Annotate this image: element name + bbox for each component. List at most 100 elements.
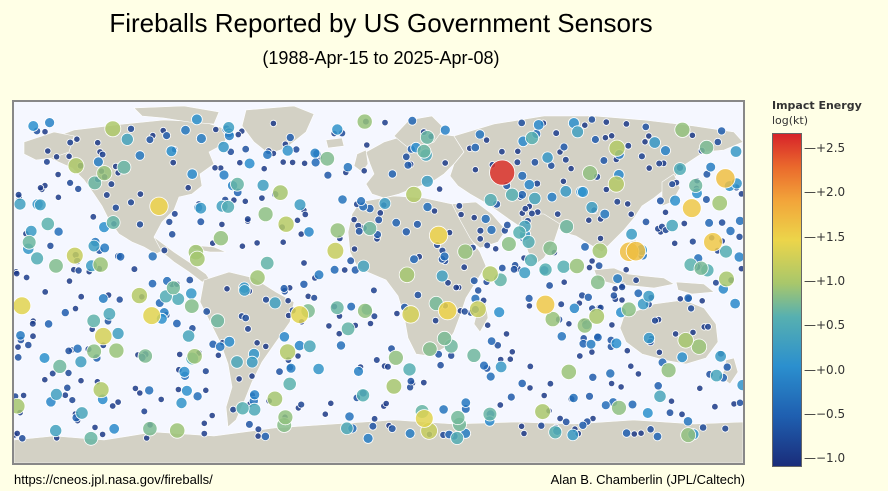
fireball-marker[interactable] bbox=[605, 368, 616, 379]
fireball-marker[interactable] bbox=[627, 399, 638, 410]
fireball-marker[interactable] bbox=[717, 218, 727, 227]
fireball-marker[interactable] bbox=[554, 210, 562, 218]
fireball-marker[interactable] bbox=[360, 167, 368, 175]
fireball-marker[interactable] bbox=[676, 295, 684, 303]
fireball-marker[interactable] bbox=[105, 215, 121, 230]
fireball-marker[interactable] bbox=[580, 242, 590, 252]
fireball-marker[interactable] bbox=[40, 216, 55, 232]
fireball-marker[interactable] bbox=[479, 360, 489, 371]
fireball-marker[interactable] bbox=[431, 316, 440, 325]
fireball-marker[interactable] bbox=[638, 152, 646, 161]
fireball-marker[interactable] bbox=[460, 307, 469, 316]
fireball-marker[interactable] bbox=[73, 135, 81, 143]
fireball-marker[interactable] bbox=[238, 242, 246, 250]
fireball-marker[interactable] bbox=[89, 213, 97, 221]
fireball-marker[interactable] bbox=[92, 381, 110, 399]
fireball-marker[interactable] bbox=[290, 305, 310, 324]
fireball-marker[interactable] bbox=[212, 125, 220, 134]
fireball-marker[interactable] bbox=[518, 266, 532, 280]
fireball-marker[interactable] bbox=[83, 431, 99, 446]
fireball-marker[interactable] bbox=[688, 178, 704, 193]
fireball-marker[interactable] bbox=[466, 347, 482, 363]
fireball-marker[interactable] bbox=[300, 259, 308, 267]
fireball-marker[interactable] bbox=[254, 432, 262, 440]
fireball-marker[interactable] bbox=[130, 287, 148, 305]
fireball-marker[interactable] bbox=[245, 355, 259, 369]
fireball-marker[interactable] bbox=[729, 297, 741, 310]
fireball-marker[interactable] bbox=[191, 113, 203, 126]
fireball-marker[interactable] bbox=[627, 362, 635, 370]
fireball-marker[interactable] bbox=[494, 360, 508, 374]
fireball-marker[interactable] bbox=[608, 321, 616, 329]
fireball-marker[interactable] bbox=[54, 193, 63, 201]
fireball-marker[interactable] bbox=[277, 409, 294, 426]
fireball-marker[interactable] bbox=[196, 217, 206, 227]
fireball-marker[interactable] bbox=[272, 184, 289, 201]
fireball-marker[interactable] bbox=[501, 236, 517, 252]
fireball-marker[interactable] bbox=[559, 142, 569, 152]
fireball-marker[interactable] bbox=[180, 384, 193, 397]
fireball-marker[interactable] bbox=[323, 170, 333, 180]
fireball-marker[interactable] bbox=[175, 396, 188, 409]
fireball-marker[interactable] bbox=[493, 306, 506, 319]
fireball-marker[interactable] bbox=[502, 330, 511, 338]
fireball-marker[interactable] bbox=[235, 375, 243, 383]
fireball-marker[interactable] bbox=[325, 322, 333, 330]
fireball-marker[interactable] bbox=[646, 425, 655, 434]
fireball-marker[interactable] bbox=[391, 217, 401, 228]
fireball-marker[interactable] bbox=[278, 331, 290, 343]
fireball-marker[interactable] bbox=[186, 168, 198, 180]
fireball-marker[interactable] bbox=[127, 124, 136, 133]
fireball-marker[interactable] bbox=[292, 145, 301, 154]
fireball-marker[interactable] bbox=[401, 227, 411, 237]
fireball-marker[interactable] bbox=[535, 294, 556, 315]
fireball-marker[interactable] bbox=[185, 287, 198, 300]
fireball-marker[interactable] bbox=[393, 309, 401, 318]
fireball-marker[interactable] bbox=[698, 297, 706, 305]
fireball-marker[interactable] bbox=[337, 194, 348, 205]
fireball-marker[interactable] bbox=[230, 355, 244, 369]
fireball-marker[interactable] bbox=[279, 238, 287, 246]
fireball-marker[interactable] bbox=[210, 313, 226, 329]
fireball-marker[interactable] bbox=[94, 139, 102, 147]
fireball-marker[interactable] bbox=[482, 136, 491, 144]
fireball-marker[interactable] bbox=[401, 305, 420, 324]
fireball-marker[interactable] bbox=[583, 292, 593, 302]
fireball-marker[interactable] bbox=[599, 156, 609, 165]
fireball-marker[interactable] bbox=[585, 391, 594, 401]
fireball-marker[interactable] bbox=[722, 362, 732, 372]
fireball-marker[interactable] bbox=[214, 341, 226, 352]
fireball-marker[interactable] bbox=[414, 409, 434, 428]
fireball-marker[interactable] bbox=[340, 421, 354, 436]
fireball-marker[interactable] bbox=[238, 284, 251, 297]
fireball-marker[interactable] bbox=[541, 151, 554, 164]
fireball-marker[interactable] bbox=[660, 362, 677, 379]
fireball-marker[interactable] bbox=[585, 264, 594, 272]
fireball-marker[interactable] bbox=[99, 430, 107, 438]
fireball-marker[interactable] bbox=[14, 398, 26, 415]
fireball-marker[interactable] bbox=[677, 332, 694, 349]
fireball-marker[interactable] bbox=[15, 330, 26, 341]
fireball-marker[interactable] bbox=[422, 341, 438, 357]
fireball-marker[interactable] bbox=[435, 185, 444, 193]
fireball-marker[interactable] bbox=[363, 141, 371, 149]
fireball-marker[interactable] bbox=[609, 291, 619, 300]
fireball-marker[interactable] bbox=[66, 138, 74, 147]
fireball-marker[interactable] bbox=[200, 419, 208, 427]
fireball-marker[interactable] bbox=[698, 423, 708, 432]
fireball-marker[interactable] bbox=[585, 338, 597, 350]
fireball-marker[interactable] bbox=[49, 424, 63, 438]
fireball-marker[interactable] bbox=[71, 305, 80, 313]
fireball-marker[interactable] bbox=[268, 296, 282, 310]
fireball-marker[interactable] bbox=[98, 293, 109, 304]
fireball-marker[interactable] bbox=[355, 388, 370, 403]
fireball-marker[interactable] bbox=[406, 377, 416, 386]
fireball-marker[interactable] bbox=[588, 257, 596, 265]
fireball-marker[interactable] bbox=[387, 424, 397, 433]
fireball-marker[interactable] bbox=[372, 356, 381, 364]
fireball-marker[interactable] bbox=[698, 139, 715, 156]
fireball-marker[interactable] bbox=[474, 286, 483, 295]
fireball-marker[interactable] bbox=[116, 160, 132, 175]
fireball-marker[interactable] bbox=[362, 221, 378, 236]
fireball-marker[interactable] bbox=[301, 210, 309, 219]
